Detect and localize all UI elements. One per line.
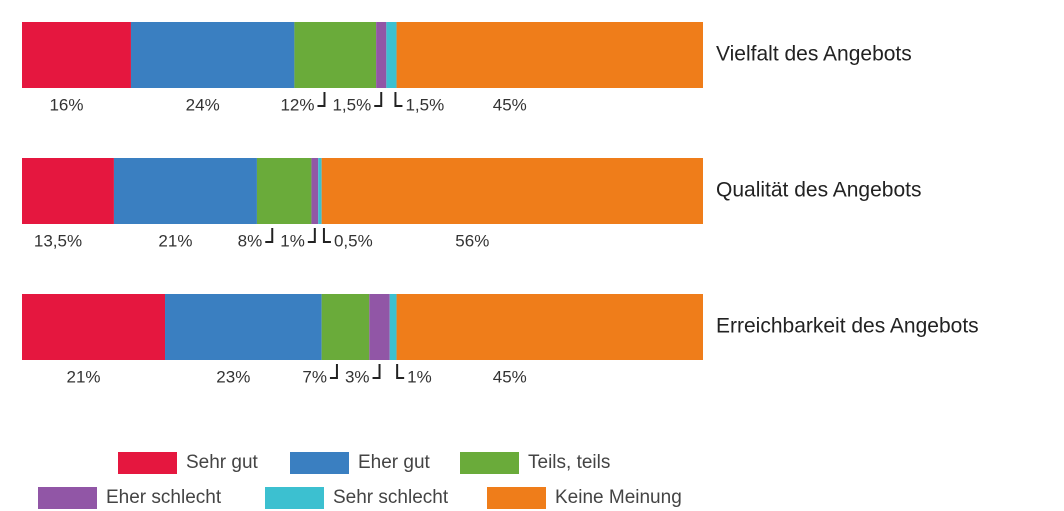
bar-segment [386, 22, 397, 88]
bracket [329, 364, 338, 379]
bar-segment [321, 294, 370, 360]
value-label: 0,5% [334, 231, 373, 250]
legend-label: Keine Meinung [555, 487, 682, 508]
bracket [394, 92, 403, 107]
bracket [372, 364, 381, 379]
bar-segment [396, 294, 703, 360]
value-label: 13,5% [34, 231, 82, 250]
value-label: 24% [186, 95, 220, 114]
category-label: Qualität des Angebots [716, 179, 921, 202]
bar-segment [369, 294, 390, 360]
value-label: 21% [66, 367, 100, 386]
bar-segment [165, 294, 322, 360]
legend-swatch [265, 487, 324, 509]
bar-segment [130, 22, 295, 88]
legend-swatch [460, 452, 519, 474]
category-label: Erreichbarkeit des Angebots [716, 315, 979, 338]
bracket [322, 228, 331, 243]
value-label: 16% [49, 95, 83, 114]
legend-swatch [487, 487, 546, 509]
category-label: Vielfalt des Angebots [716, 43, 912, 66]
value-label: 21% [158, 231, 192, 250]
bar-segment [389, 294, 397, 360]
value-label: 12% [280, 95, 314, 114]
legend-swatch [118, 452, 177, 474]
value-label: 1% [407, 367, 432, 386]
bracket [307, 228, 316, 243]
bar-segment [321, 158, 703, 224]
bar-segment [22, 294, 166, 360]
value-label: 1% [280, 231, 305, 250]
value-label: 45% [493, 367, 527, 386]
value-label: 1,5% [405, 95, 444, 114]
bar-segment [256, 158, 312, 224]
legend-label: Teils, teils [528, 452, 610, 473]
bar-segment [318, 158, 322, 224]
bar-segment [22, 158, 114, 224]
bracket [265, 228, 274, 243]
bracket [374, 92, 383, 107]
bar-segment [311, 158, 319, 224]
bar-segment [396, 22, 703, 88]
value-label: 8% [238, 231, 263, 250]
legend-swatch [38, 487, 97, 509]
bar-segment [294, 22, 377, 88]
bracket [396, 364, 405, 379]
legend-label: Sehr gut [186, 452, 259, 473]
value-label: 45% [493, 95, 527, 114]
legend-swatch [290, 452, 349, 474]
legend-label: Eher schlecht [106, 487, 222, 508]
bar-segment [113, 158, 257, 224]
value-label: 23% [216, 367, 250, 386]
value-label: 1,5% [332, 95, 371, 114]
value-label: 56% [455, 231, 489, 250]
legend-label: Eher gut [358, 452, 431, 473]
bar-segment [22, 22, 131, 88]
bar-segment [376, 22, 387, 88]
value-label: 7% [302, 367, 327, 386]
bracket [317, 92, 326, 107]
value-label: 3% [345, 367, 370, 386]
legend-label: Sehr schlecht [333, 487, 449, 508]
